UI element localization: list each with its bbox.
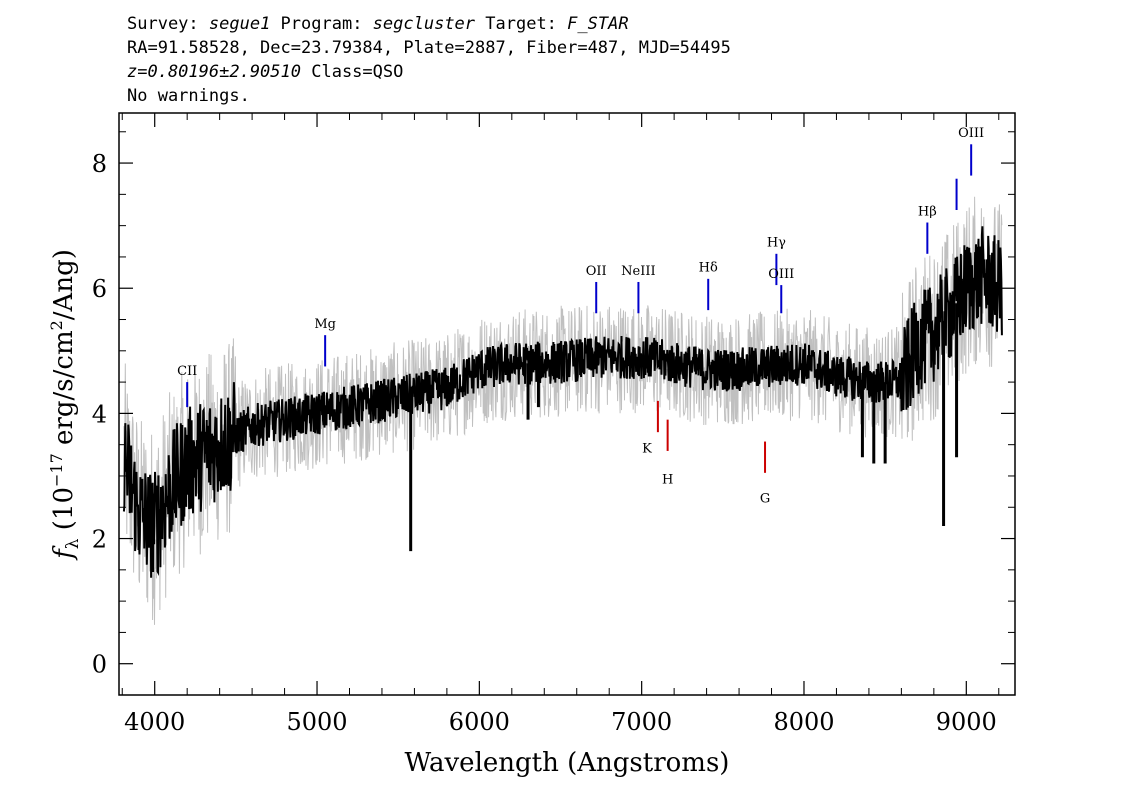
y-tick-label: 0 [92, 651, 107, 679]
y-label-pre: (10 [49, 487, 79, 539]
x-tick-label: 8000 [773, 708, 834, 736]
target-value: F_STAR [567, 14, 629, 34]
y-label-mid: erg/s/cm [49, 330, 79, 453]
spectral-line-label: K [642, 441, 652, 456]
x-tick-label: 5000 [286, 708, 347, 736]
series-layer [122, 196, 1003, 625]
spectral-line-label: G [760, 491, 770, 506]
axes-layer: 4000 5000 6000 7000 8000 9000 0 2 4 6 8 [92, 113, 1015, 736]
redshift-value: z=0.80196±2.90510 [127, 62, 301, 82]
survey-label: Survey: [127, 14, 209, 34]
y-tick-label: 2 [92, 526, 107, 554]
spectral-line-label: OII [586, 264, 607, 279]
y-label-lambda: λ [63, 538, 83, 549]
spectral-lines-layer: CII Mg OII NeIII Hδ Hγ OIII Hβ OIII K H G [177, 126, 984, 506]
spectral-line-label: CII [177, 364, 197, 379]
spectral-line-label: Hγ [767, 236, 786, 251]
header-line-4: No warnings. [127, 86, 250, 106]
target-label: Target: [475, 14, 568, 34]
y-label-exp1: −17 [47, 453, 66, 487]
spectral-line-label: NeIII [621, 264, 655, 279]
spectral-line-label: Mg [314, 317, 336, 332]
plot-frame [118, 112, 1016, 696]
header-line-2: RA=91.58528, Dec=23.79384, Plate=2887, F… [127, 38, 731, 58]
header-line-3: z=0.80196±2.90510 Class=QSO [127, 62, 403, 82]
spectral-line-label: OIII [768, 267, 794, 282]
x-tick-label: 7000 [611, 708, 672, 736]
spectral-line-label: Hδ [699, 261, 718, 276]
x-tick-label: 9000 [936, 708, 997, 736]
y-label-exp2: 2 [47, 320, 66, 330]
spectral-line-label: Hβ [918, 204, 937, 219]
y-tick-label: 4 [92, 400, 107, 428]
x-axis-label: Wavelength (Angstroms) [405, 748, 730, 778]
spectral-line-label: OIII [958, 126, 984, 141]
program-label: Program: [270, 14, 373, 34]
error-series-line [123, 196, 1003, 625]
y-tick-label: 8 [92, 150, 107, 178]
program-value: segcluster [372, 14, 476, 34]
flux-series-line [122, 226, 1003, 578]
x-tick-label: 4000 [124, 708, 185, 736]
y-label-post: /Ang) [49, 249, 79, 320]
header-line-1: Survey: segue1 Program: segcluster Targe… [127, 14, 629, 34]
x-tick-label: 6000 [449, 708, 510, 736]
y-tick-label: 6 [92, 275, 107, 303]
spectral-line-label: H [662, 473, 673, 488]
y-axis-label: fλ (10−17 erg/s/cm2/Ang) [47, 249, 83, 561]
class-value: Class=QSO [301, 62, 404, 82]
survey-value: segue1 [208, 14, 271, 34]
